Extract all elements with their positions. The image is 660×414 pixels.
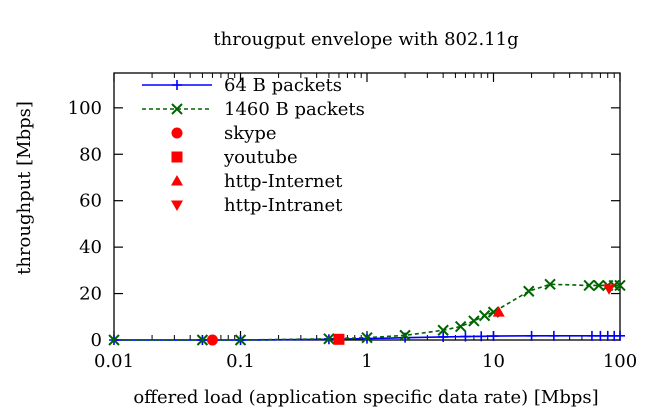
legend-label: 1460 B packets [224, 99, 365, 120]
data-point-plus-marker [438, 331, 449, 342]
data-point-plus-marker [488, 331, 499, 342]
legend-label: youtube [223, 147, 298, 168]
legend-label: 64 B packets [224, 75, 342, 96]
data-point-x-marker [468, 315, 480, 327]
legend-triangle-up-marker [171, 175, 183, 186]
data-point-x-marker [108, 334, 120, 346]
legend-plus-marker [172, 80, 182, 90]
data-point-x-marker [544, 278, 556, 290]
data-point-plus-marker [460, 331, 471, 342]
x-tick-label: 0.1 [226, 351, 255, 372]
data-point-plus-marker [586, 330, 597, 341]
data-point-x-marker [583, 279, 595, 292]
data-point-x-marker [196, 334, 209, 346]
y-tick-label: 80 [79, 144, 102, 165]
x-tick-label: 100 [603, 351, 637, 372]
data-point-plus-marker [548, 330, 559, 341]
data-point-plus-marker [526, 330, 537, 341]
legend-label: http-Internet [224, 171, 343, 192]
data-point-x-marker [323, 333, 335, 345]
y-tick-label: 20 [79, 284, 102, 305]
data-point-square-marker [333, 333, 345, 345]
data-point-plus-marker [615, 330, 625, 341]
data-point-plus-marker [476, 331, 487, 342]
series-line-1 [114, 283, 620, 341]
data-point-x-marker [361, 331, 373, 344]
legend-x-marker [171, 103, 183, 115]
data-point-x-marker [523, 285, 535, 297]
series-layer [108, 278, 626, 346]
legend-circle-marker [171, 127, 183, 139]
x-axis-label: offered load (application specific data … [133, 387, 598, 408]
data-point-x-marker [437, 324, 449, 336]
data-point-triangle-up-marker [492, 306, 505, 317]
axis-ticks: 0.01 0.1 1 10 100 0 20 40 60 80 100 [68, 73, 637, 372]
legend-label: skype [224, 123, 277, 144]
legend: 64 B packets 1460 B packets skype youtube ht… [142, 75, 365, 216]
data-point-x-marker [478, 309, 491, 322]
data-point-x-marker [614, 279, 626, 292]
y-tick-label: 100 [68, 98, 102, 119]
y-tick-label: 0 [91, 330, 102, 351]
plot-frame [113, 72, 621, 341]
data-point-triangle-down-marker [603, 284, 616, 295]
chart-title: througput envelope with 802.11g [213, 29, 518, 50]
legend-label: http-Intranet [224, 195, 343, 216]
data-point-x-marker [593, 279, 605, 292]
data-point-x-marker [454, 320, 467, 333]
legend-triangle-down-marker [171, 200, 183, 211]
y-tick-label: 40 [79, 237, 102, 258]
x-tick-label: 0.01 [94, 351, 134, 372]
y-tick-label: 60 [79, 191, 102, 212]
y-axis-label: throughput [Mbps] [14, 101, 35, 275]
data-point-x-marker [234, 334, 247, 346]
x-tick-label: 1 [361, 351, 372, 372]
x-tick-label: 10 [482, 351, 505, 372]
legend-square-marker [171, 151, 183, 163]
data-point-x-marker [399, 329, 411, 342]
data-point-circle-marker [206, 334, 218, 346]
